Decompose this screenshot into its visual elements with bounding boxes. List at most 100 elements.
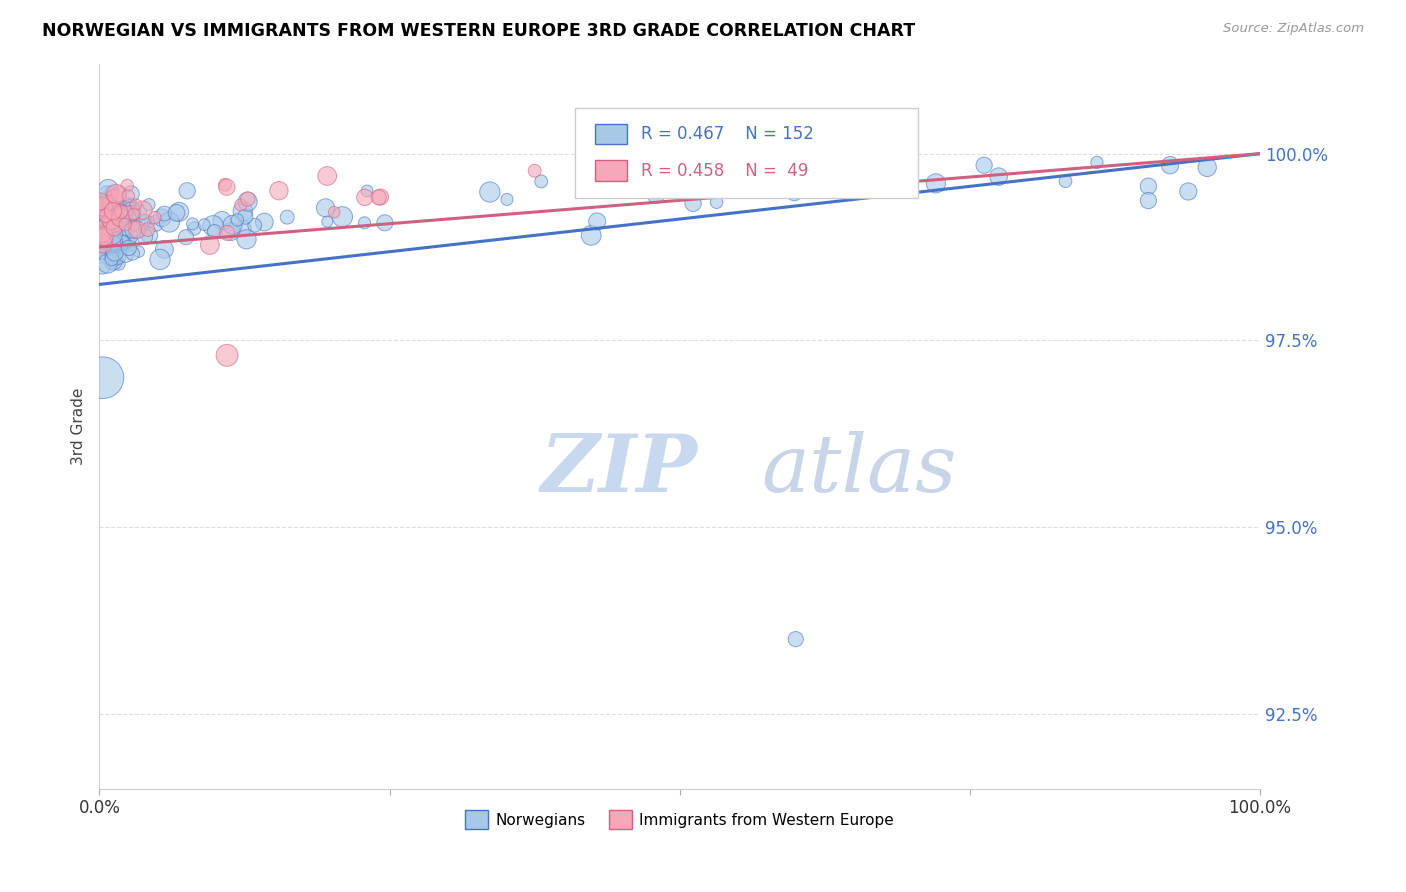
- Point: [117, 229, 139, 244]
- Point: [374, 216, 396, 230]
- Point: [100, 210, 122, 224]
- Point: [103, 220, 125, 235]
- Point: [101, 255, 124, 269]
- Point: [150, 211, 173, 225]
- Point: [973, 158, 995, 172]
- Point: [94, 209, 117, 223]
- Point: [695, 179, 717, 194]
- Point: [1137, 179, 1160, 194]
- Point: [100, 227, 122, 242]
- Point: [107, 186, 129, 201]
- Point: [832, 163, 855, 178]
- Point: [112, 208, 135, 222]
- Point: [114, 218, 136, 232]
- Point: [112, 207, 135, 221]
- Point: [523, 163, 546, 178]
- Point: [183, 221, 205, 235]
- Point: [111, 205, 134, 219]
- Point: [110, 235, 132, 250]
- Point: [100, 222, 122, 236]
- Point: [121, 246, 143, 260]
- Point: [673, 160, 696, 174]
- Point: [323, 205, 346, 219]
- Point: [755, 177, 778, 191]
- Point: [96, 213, 118, 227]
- Point: [93, 234, 115, 248]
- Point: [267, 184, 290, 198]
- Point: [91, 228, 114, 243]
- Point: [100, 241, 122, 255]
- Point: [127, 224, 149, 238]
- Point: [94, 235, 117, 249]
- Point: [316, 169, 339, 183]
- FancyBboxPatch shape: [575, 108, 918, 198]
- Point: [1197, 161, 1219, 175]
- Point: [706, 195, 728, 210]
- Point: [276, 210, 298, 224]
- Point: [104, 191, 127, 205]
- Point: [91, 260, 114, 274]
- Point: [90, 239, 112, 253]
- Point: [98, 232, 121, 246]
- Point: [91, 242, 114, 256]
- Point: [101, 217, 124, 231]
- FancyBboxPatch shape: [595, 161, 627, 181]
- Point: [91, 370, 114, 384]
- Point: [217, 226, 239, 240]
- Point: [181, 217, 204, 231]
- Text: atlas: atlas: [761, 431, 956, 508]
- Point: [110, 204, 132, 219]
- Point: [658, 164, 681, 178]
- Point: [90, 227, 112, 241]
- Point: [1177, 185, 1199, 199]
- Point: [101, 198, 124, 212]
- Point: [229, 198, 252, 212]
- Point: [97, 202, 120, 217]
- Point: [149, 252, 172, 267]
- Point: [117, 200, 139, 214]
- Point: [90, 246, 112, 260]
- Point: [925, 177, 948, 191]
- Point: [1085, 155, 1108, 169]
- Point: [90, 207, 112, 221]
- Point: [90, 194, 112, 209]
- Point: [91, 236, 114, 251]
- Point: [682, 196, 704, 211]
- Point: [111, 237, 134, 252]
- Text: R = 0.467    N = 152: R = 0.467 N = 152: [641, 126, 814, 144]
- Point: [100, 235, 122, 250]
- Point: [103, 235, 125, 250]
- Point: [232, 204, 254, 219]
- Point: [120, 204, 142, 219]
- Point: [215, 180, 238, 194]
- Point: [353, 216, 375, 230]
- Point: [118, 241, 141, 255]
- Point: [217, 348, 239, 362]
- Point: [132, 203, 155, 218]
- Point: [93, 229, 115, 244]
- Point: [94, 211, 117, 226]
- Point: [176, 184, 198, 198]
- Point: [1137, 194, 1160, 208]
- Point: [138, 214, 160, 228]
- Point: [122, 207, 145, 221]
- Point: [987, 169, 1010, 184]
- Point: [783, 186, 806, 200]
- Point: [1054, 174, 1077, 188]
- Point: [115, 235, 138, 250]
- Point: [101, 252, 124, 266]
- Point: [114, 222, 136, 236]
- Point: [236, 192, 259, 206]
- Text: Source: ZipAtlas.com: Source: ZipAtlas.com: [1223, 22, 1364, 36]
- Point: [94, 198, 117, 212]
- Point: [100, 213, 122, 227]
- Point: [115, 178, 138, 193]
- Point: [120, 201, 142, 215]
- Point: [101, 204, 124, 219]
- Point: [153, 206, 176, 220]
- Point: [96, 216, 118, 230]
- Point: [478, 185, 501, 199]
- Point: [98, 220, 121, 235]
- Point: [91, 203, 114, 218]
- Point: [104, 202, 127, 217]
